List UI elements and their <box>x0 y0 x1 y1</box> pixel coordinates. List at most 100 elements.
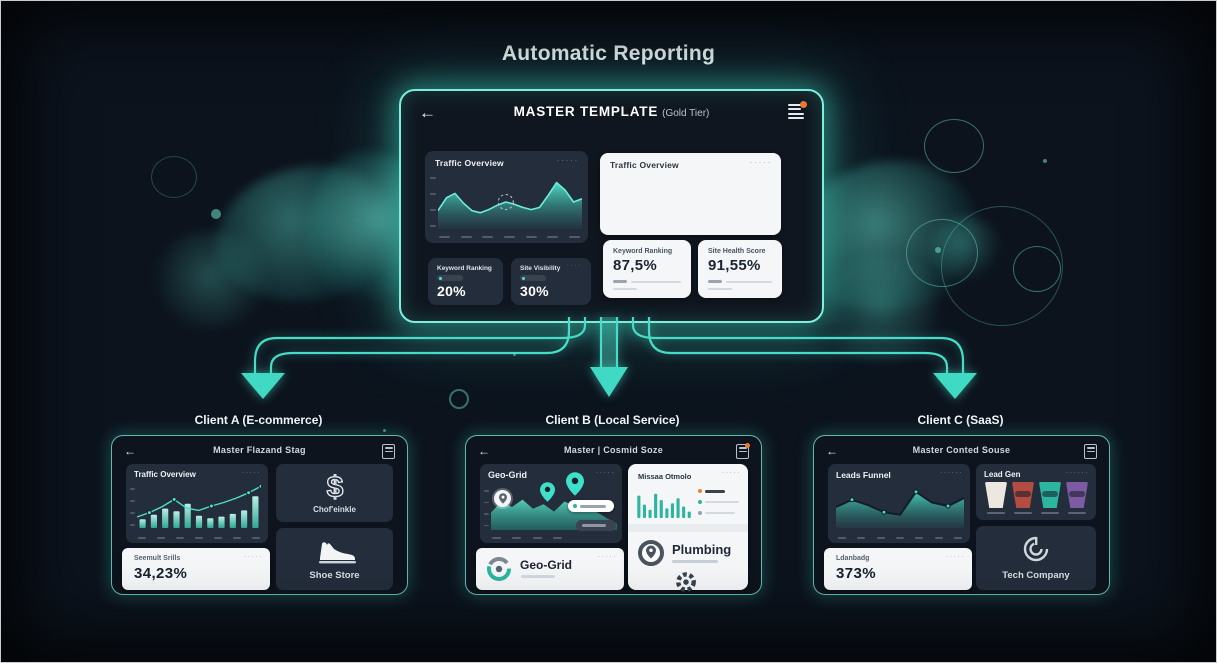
map-pin-icon <box>540 482 555 502</box>
card-title: Leads Funnel <box>836 470 891 480</box>
master-tier-text: (Gold Tier) <box>662 108 710 119</box>
client-a-shoe-card: Shoe Store <box>276 528 393 590</box>
y-axis-ticks <box>484 490 489 526</box>
placeholder-text <box>705 489 725 493</box>
funnel-shape <box>1038 482 1062 508</box>
decor-blob <box>151 231 271 331</box>
card-menu-dots[interactable]: ····· <box>945 552 965 561</box>
card-menu-dots[interactable]: ····· <box>749 157 772 167</box>
legend-dot <box>698 511 702 515</box>
x-axis-ticks <box>838 537 962 539</box>
placeholder-text <box>726 280 772 283</box>
decor-ring <box>941 206 1063 326</box>
placeholder-text <box>580 504 606 508</box>
back-arrow-icon[interactable]: ← <box>419 103 436 122</box>
area-chart <box>438 181 582 229</box>
card-title: Traffic Overview <box>435 158 504 168</box>
master-template-panel: ← MASTER TEMPLATE (Gold Tier) Traffic Ove… <box>399 89 824 323</box>
placeholder-text <box>1041 512 1059 514</box>
placeholder-text <box>521 575 555 578</box>
card-label: Chof'einkle <box>313 505 356 514</box>
client-a-panel: ← Master Flazand Stag Traffic Overview ·… <box>111 435 408 595</box>
map-pin-small-icon <box>498 493 507 504</box>
client-b-panel: ← Master | Cosmid Soze Geo-Grid ····· <box>465 435 762 595</box>
stat-value: 373% <box>836 565 876 582</box>
mini-bar-chart <box>637 493 691 518</box>
notification-dot <box>800 101 807 108</box>
card-title: Keyword Ranking <box>437 265 492 272</box>
master-traffic-white-card: Traffic Overview ····· <box>600 153 781 235</box>
legend-item <box>698 511 742 516</box>
master-title-text: MASTER TEMPLATE <box>513 104 659 119</box>
client-c-funnel-card: Leads Funnel ······ <box>828 464 970 543</box>
report-icon[interactable] <box>1084 444 1097 459</box>
dollar-icon: $ <box>326 470 344 504</box>
card-label: Shoe Store <box>309 570 360 581</box>
section-divider <box>628 524 748 532</box>
client-a-stat-card: Seemult Srills ····· 34,23% <box>122 548 270 590</box>
card-title: Keyword Ranking <box>613 248 673 255</box>
master-site-visibility-card: Site Visibility ···· 30% <box>511 258 591 305</box>
decor-ring <box>449 389 469 409</box>
card-menu-dots[interactable]: ····· <box>243 552 263 561</box>
tech-company-logo-icon <box>1023 536 1049 562</box>
funnel-shape <box>984 482 1008 508</box>
placeholder-text <box>705 512 735 514</box>
card-menu-dots[interactable]: ····· <box>595 468 615 477</box>
master-traffic-card: Traffic Overview ····· <box>425 151 588 243</box>
card-title: Traffic Overview <box>610 160 679 170</box>
placeholder-text <box>705 501 739 503</box>
card-menu-dots[interactable]: ····· <box>721 468 741 477</box>
card-title: Seemult Srills <box>134 555 181 562</box>
card-title: Ldanbadg <box>836 555 870 562</box>
master-keyword-ranking-card: Keyword Ranking 20% <box>428 258 503 305</box>
client-b-header: ← Master | Cosmid Soze <box>478 442 750 462</box>
placeholder-text <box>582 524 606 527</box>
card-menu-dots[interactable]: ····· <box>556 155 579 165</box>
decor-dot <box>513 353 516 356</box>
gear-icon <box>676 572 696 592</box>
map-pin-icon <box>646 545 656 559</box>
back-arrow-icon[interactable]: ← <box>478 444 490 458</box>
card-menu-dots[interactable]: ······ <box>939 468 963 477</box>
secondary-pill-button[interactable] <box>576 520 616 531</box>
report-icon[interactable] <box>382 444 395 459</box>
back-arrow-icon[interactable]: ← <box>124 444 136 458</box>
decor-dot <box>383 429 386 432</box>
placeholder-text <box>631 280 681 283</box>
menu-icon[interactable] <box>788 101 807 120</box>
y-axis-ticks <box>130 488 135 526</box>
client-a-header: ← Master Flazand Stag <box>124 442 395 462</box>
client-c-label: Client C (SaaS) <box>917 413 1004 427</box>
card-menu-dots[interactable]: ···· <box>566 262 582 269</box>
dollar-glyph: $ <box>326 471 343 504</box>
placeholder-text <box>708 280 722 283</box>
card-title: Geo-Grid <box>520 558 573 572</box>
journal-pill-button[interactable] <box>568 500 614 512</box>
report-icon[interactable] <box>736 443 750 459</box>
bar-line-chart <box>137 484 261 528</box>
line-area-chart <box>836 489 964 528</box>
card-title: Geo-Grid <box>488 470 528 480</box>
back-arrow-icon[interactable]: ← <box>826 444 838 458</box>
placeholder-text <box>613 288 637 290</box>
master-title: MASTER TEMPLATE (Gold Tier) <box>419 103 804 121</box>
page-title: Automatic Reporting <box>501 42 716 65</box>
card-title: Lead Gen <box>984 470 1021 479</box>
placeholder-text <box>708 288 732 290</box>
master-header: ← MASTER TEMPLATE (Gold Tier) <box>419 101 807 127</box>
client-b-geo-card: Geo-Grid ····· <box>480 464 622 543</box>
card-title: Missaa Otmolo <box>638 472 692 481</box>
stat-value: 20% <box>437 283 466 299</box>
card-menu-dots[interactable]: ····· <box>241 468 261 477</box>
master-keyword-white-card: Keyword Ranking 87,5% <box>603 240 691 298</box>
card-menu-dots[interactable]: ······ <box>1065 468 1089 477</box>
decor-ring <box>151 156 197 198</box>
funnel-shape <box>1065 482 1089 508</box>
client-c-leadgen-card: Lead Gen ······ <box>976 464 1096 520</box>
client-c-panel: ← Master Conted Souse Leads Funnel ·····… <box>813 435 1110 595</box>
panel-title: Master Flazand Stag <box>213 445 306 455</box>
decor-dot <box>1043 159 1047 163</box>
card-menu-dots[interactable]: ····· <box>597 552 617 561</box>
